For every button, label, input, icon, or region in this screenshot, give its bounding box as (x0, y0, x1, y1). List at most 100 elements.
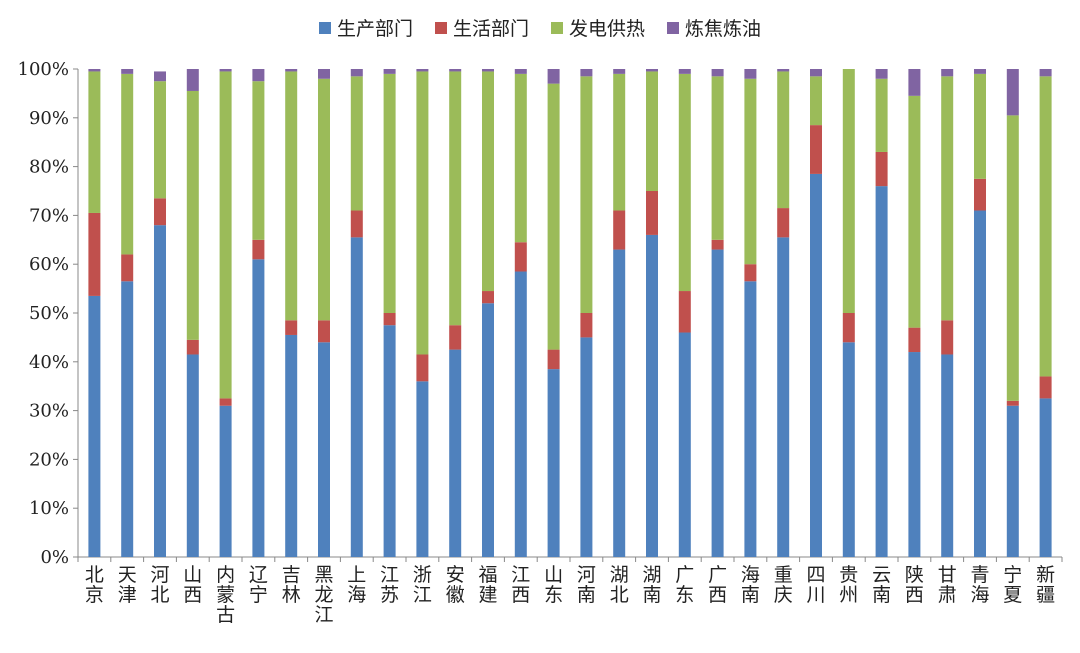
bar-segment (285, 320, 298, 335)
bar-segment (154, 71, 166, 82)
x-category-label: 天津 (118, 564, 137, 606)
bar-segment (88, 295, 101, 557)
bar-segment (580, 313, 593, 338)
bar-segment (219, 71, 232, 399)
bar-segment (186, 90, 199, 340)
bar-segment (318, 320, 330, 343)
bar-segment (1039, 69, 1052, 77)
bar-segment (482, 71, 494, 292)
x-category-label: 云南 (872, 564, 891, 606)
bar-segment (154, 198, 166, 226)
bar-segment (678, 73, 691, 292)
bar-segment (186, 354, 199, 557)
y-tick-label: 90% (29, 108, 69, 129)
bar-segment (908, 69, 921, 96)
bar-segment (383, 73, 396, 313)
legend-item: 发电供热 (551, 14, 645, 41)
bar-segment (1039, 376, 1052, 399)
bar-segment (547, 69, 560, 84)
bar-segment (613, 69, 626, 74)
bar-segment (711, 69, 724, 77)
bar-segment (318, 342, 330, 557)
bar-segment (121, 281, 134, 557)
bar-segment (482, 303, 494, 557)
bar-segment (449, 69, 462, 72)
legend-item: 生活部门 (434, 14, 529, 41)
bar-segment (482, 69, 494, 72)
x-category-label: 黑龙江 (314, 564, 333, 626)
bar-segment (285, 71, 298, 321)
bar-segment (613, 73, 626, 211)
bar-segment (744, 69, 757, 79)
x-category-label: 河北 (150, 564, 169, 606)
bar-segment (1039, 76, 1052, 377)
x-category-label: 北京 (85, 564, 104, 606)
bar-segment (252, 239, 265, 260)
bar-segment (941, 69, 954, 77)
bar-segment (121, 73, 134, 255)
bar-segment (547, 349, 560, 370)
bar-segment (711, 76, 724, 240)
x-category-label: 内蒙古 (216, 564, 235, 626)
y-tick-label: 30% (29, 401, 69, 422)
legend-item: 生产部门 (318, 14, 413, 41)
y-tick-label: 40% (29, 352, 69, 373)
x-category-label: 上海 (347, 564, 366, 606)
y-tick-label: 0% (40, 547, 69, 568)
legend-swatch (551, 21, 563, 34)
bar-segment (777, 237, 790, 558)
bar-segment (449, 71, 462, 326)
bar-segment (810, 69, 822, 77)
bar-segment (744, 78, 757, 265)
bar-segment (777, 208, 790, 238)
bar-segment (547, 369, 560, 557)
bar-segment (810, 125, 822, 174)
bar-segment (1006, 69, 1019, 116)
x-category-label: 福建 (478, 564, 497, 606)
bar-segment (449, 349, 462, 557)
bar-segment (88, 71, 101, 213)
bar-segment (449, 325, 462, 350)
x-category-label: 山西 (183, 564, 202, 606)
y-tick-label: 20% (29, 449, 69, 470)
bar-segment (416, 354, 429, 382)
legend-label: 生产部门 (336, 18, 413, 40)
bar-segment (514, 242, 527, 272)
y-tick-label: 100% (18, 59, 69, 80)
x-category-label: 安徽 (446, 564, 465, 606)
bar-segment (744, 281, 757, 557)
bar-segment (285, 69, 298, 72)
bar-segment (842, 342, 855, 557)
bar-segment (318, 69, 330, 79)
bar-segment (252, 259, 265, 557)
x-category-label: 重庆 (774, 564, 793, 606)
bar-segment (383, 313, 396, 326)
x-category-label: 青海 (970, 564, 989, 606)
x-category-label: 辽宁 (249, 564, 268, 606)
bar-segment (678, 332, 691, 557)
x-category-label: 广东 (675, 564, 694, 606)
bar-segment (875, 151, 888, 187)
bar-segment (678, 291, 691, 333)
x-category-label: 海南 (741, 564, 760, 606)
bar-segment (121, 254, 134, 282)
bar-segment (514, 69, 527, 74)
x-category-label: 陕西 (905, 564, 924, 606)
bar-segment (514, 271, 527, 557)
bar-segment (744, 264, 757, 282)
bar-segment (842, 69, 855, 313)
bar-segment (875, 69, 888, 79)
bar-segment (383, 325, 396, 557)
bar-segment (416, 69, 429, 72)
bar-segment (186, 339, 199, 355)
bar-segment (350, 237, 363, 558)
bar-segment (810, 76, 822, 126)
bar-segment (974, 69, 986, 74)
bar-segment (941, 354, 954, 557)
legend-item: 炼焦炼油 (667, 14, 761, 41)
bar-segment (908, 327, 921, 353)
bar-segment (88, 212, 101, 296)
y-tick-label: 50% (29, 303, 69, 324)
bar-segment (350, 69, 363, 77)
bar-segment (350, 76, 363, 211)
